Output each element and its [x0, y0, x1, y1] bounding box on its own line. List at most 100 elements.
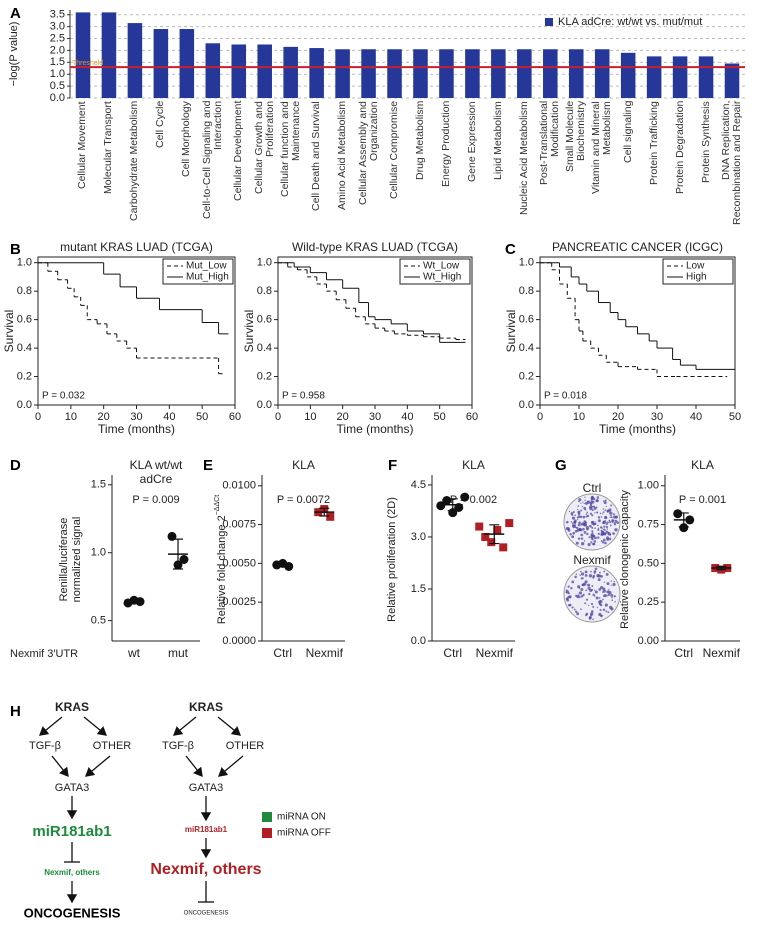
colony	[577, 512, 581, 516]
colony	[570, 512, 574, 515]
x-tick-label: Nucleic Acid Metabolism	[517, 101, 530, 215]
colony	[571, 522, 574, 524]
colony	[594, 589, 596, 591]
bar	[361, 49, 376, 98]
node: KRAS	[55, 700, 89, 714]
colony	[587, 500, 591, 504]
y-tick-label: 0.0	[50, 92, 65, 104]
x-tick-label: Energy Production	[439, 101, 452, 188]
y-tick-label: 0.0050	[222, 557, 256, 569]
arrow	[172, 716, 197, 736]
y-tick-label: 0.50	[638, 557, 659, 569]
colony	[579, 528, 583, 532]
y-tick-label: 0.25	[638, 596, 659, 608]
data-point	[505, 519, 514, 528]
x-tick-label: 40	[690, 411, 702, 423]
colony	[615, 516, 617, 518]
colony	[588, 536, 591, 539]
colony	[597, 524, 599, 527]
colony	[567, 585, 570, 588]
colony	[580, 570, 582, 573]
colony	[597, 496, 599, 498]
legend-label: miRNA ON	[277, 812, 326, 823]
image-label: Ctrl	[583, 481, 602, 495]
panel-label: C	[505, 241, 516, 258]
colony	[605, 572, 609, 576]
colony	[577, 518, 579, 521]
colony	[590, 612, 594, 616]
colony	[594, 537, 596, 539]
error-bar	[277, 562, 288, 568]
colony	[571, 535, 575, 539]
colony	[577, 505, 580, 507]
x-axis-label: Time (months)	[98, 422, 175, 436]
arrow	[51, 755, 69, 778]
colony	[572, 531, 576, 535]
bar	[672, 56, 688, 98]
data-point	[679, 523, 689, 533]
x-tick-label: 30	[651, 411, 663, 423]
x-tick-label: Cellular Movement	[76, 101, 89, 189]
x-tick-label: wt	[127, 646, 141, 660]
error-bar	[447, 498, 458, 512]
legend-label: KLA adCre: wt/wt vs. mut/mut	[558, 16, 702, 28]
colony	[578, 521, 581, 524]
colony	[595, 596, 599, 600]
colony	[603, 581, 606, 583]
colony	[585, 515, 588, 518]
colony	[585, 513, 588, 515]
node: ONCOGENESIS	[184, 911, 229, 917]
y-tick-label: 1.0	[17, 257, 32, 269]
colony	[570, 521, 573, 523]
y-tick-label: 1.00	[638, 480, 659, 492]
colony	[575, 610, 578, 613]
colony	[612, 513, 616, 516]
colony	[608, 591, 611, 593]
colony	[609, 524, 612, 527]
legend-label: Wt_High	[423, 272, 461, 283]
colony	[594, 570, 597, 573]
colony	[584, 496, 586, 498]
colony	[604, 499, 607, 502]
colony	[600, 516, 603, 518]
colony	[582, 593, 585, 596]
y-tick-label: 0.00	[638, 635, 659, 647]
data-point	[475, 522, 484, 531]
colony	[605, 610, 608, 613]
colony	[567, 527, 570, 529]
colony	[583, 582, 587, 586]
x-tick-label: Cell Cycle	[154, 101, 167, 149]
x-tick-label: 40	[163, 411, 175, 423]
x-tick-label: Protein Trafficking	[647, 101, 660, 185]
colony	[579, 596, 581, 599]
x-tick-label: Cell signaling	[621, 101, 634, 164]
bar	[205, 43, 221, 98]
colony	[612, 519, 614, 522]
colony	[611, 521, 614, 524]
colony	[613, 523, 616, 526]
colony	[602, 608, 606, 611]
colony	[580, 587, 584, 592]
node: miR181ab1	[32, 823, 111, 840]
y-tick-label: 0.0100	[222, 480, 256, 492]
colony	[572, 510, 575, 514]
bar	[491, 49, 506, 98]
chart-title: mutant KRAS LUAD (TCGA)	[60, 240, 213, 254]
colony	[590, 610, 594, 613]
chart-title: KLA	[462, 458, 485, 472]
arrow	[83, 716, 108, 736]
y-axis-label: Survival	[2, 310, 16, 353]
colony	[599, 512, 602, 515]
node: GATA3	[189, 782, 223, 794]
colony	[578, 587, 581, 589]
colony	[593, 572, 596, 575]
colony	[588, 604, 590, 606]
colony	[587, 583, 591, 587]
annotation: P = 0.018	[544, 391, 587, 402]
x-tick-label: 10	[304, 411, 316, 423]
colony	[603, 525, 606, 528]
annotation: P = 0.958	[282, 391, 325, 402]
colony	[583, 502, 585, 505]
y-tick-label: 1.0	[50, 68, 65, 80]
